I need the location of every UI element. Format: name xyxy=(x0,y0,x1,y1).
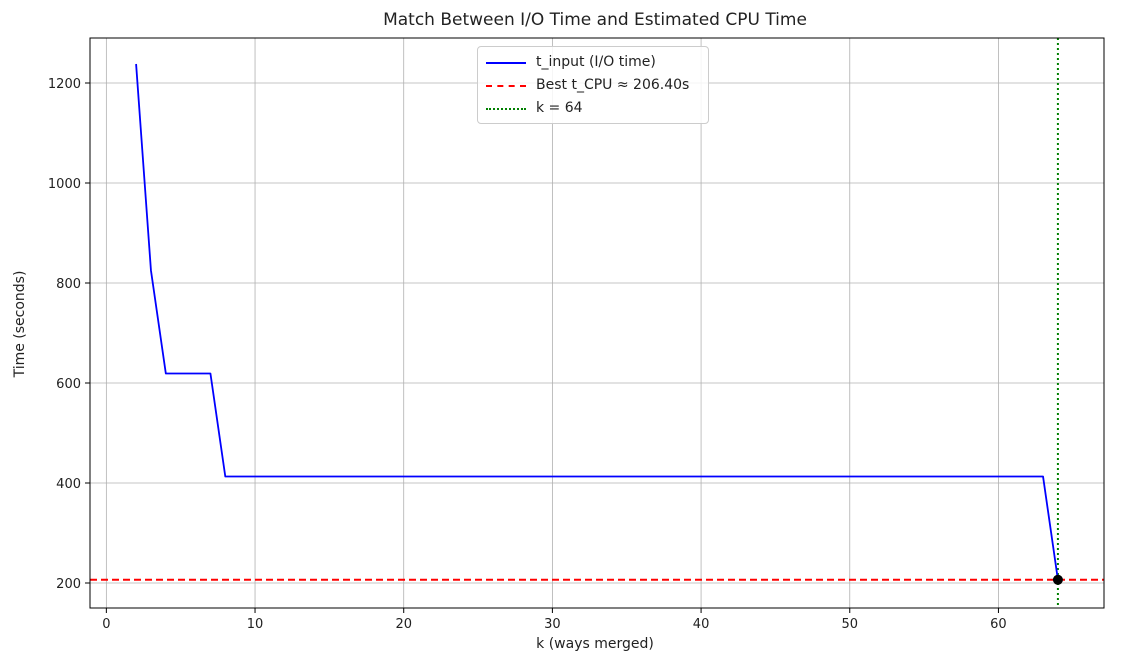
legend-label: k = 64 xyxy=(536,100,583,116)
legend-swatch-solid xyxy=(486,62,526,64)
series-layer xyxy=(135,63,1059,580)
y-tick-label: 600 xyxy=(56,377,81,392)
x-tick-label: 10 xyxy=(247,617,264,632)
x-axis-label: k (ways merged) xyxy=(536,636,654,652)
optimal-k-point xyxy=(1052,574,1063,585)
t-input-series-line xyxy=(135,63,1059,580)
x-tick-label: 20 xyxy=(395,617,412,632)
plot-area xyxy=(89,37,1105,609)
legend-label: Best t_CPU ≈ 206.40s xyxy=(536,77,690,93)
axis-ticks: 0 10 20 30 40 50 60 200 400 600 800 1000 1200 xyxy=(48,77,1007,632)
grid xyxy=(90,38,1104,608)
x-tick-label: 0 xyxy=(102,617,110,632)
x-tick-label: 40 xyxy=(693,617,710,632)
highlight-points xyxy=(1052,574,1063,585)
reference-lines xyxy=(90,38,1104,608)
y-tick-label: 200 xyxy=(56,577,81,592)
y-tick-label: 1200 xyxy=(48,77,81,92)
x-tick-label: 30 xyxy=(544,617,561,632)
legend-swatch-dotted xyxy=(486,108,526,110)
y-tick-label: 1000 xyxy=(48,177,81,192)
chart-title: Match Between I/O Time and Estimated CPU… xyxy=(383,10,807,30)
x-tick-label: 60 xyxy=(990,617,1007,632)
legend-swatch-dashed xyxy=(486,85,526,87)
legend: t_input (I/O time) Best t_CPU ≈ 206.40s … xyxy=(477,46,709,124)
y-tick-label: 800 xyxy=(56,277,81,292)
x-tick-label: 50 xyxy=(841,617,858,632)
y-tick-label: 400 xyxy=(56,477,81,492)
y-axis-label: Time (seconds) xyxy=(12,270,28,378)
legend-label: t_input (I/O time) xyxy=(536,54,656,70)
